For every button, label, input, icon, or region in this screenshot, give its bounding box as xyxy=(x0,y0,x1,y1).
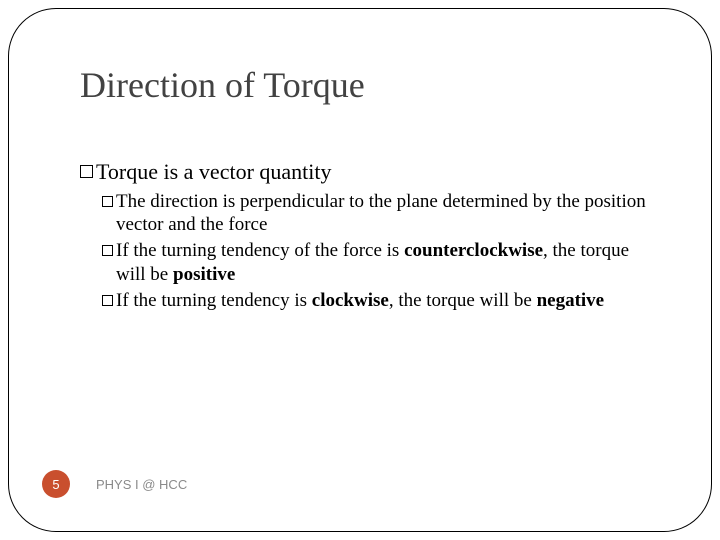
text-bold: clockwise xyxy=(312,290,389,311)
footer-label: PHYS I @ HCC xyxy=(96,477,187,492)
square-bullet-icon xyxy=(102,196,113,207)
bullet-level1: Torque is a vector quantity xyxy=(80,158,660,186)
bullet-text: The direction is perpendicular to the pl… xyxy=(116,190,660,238)
square-bullet-icon xyxy=(102,295,113,306)
bullet-level2: The direction is perpendicular to the pl… xyxy=(102,190,660,238)
bullet-text: If the turning tendency is clockwise, th… xyxy=(116,289,604,313)
text-bold: counterclockwise xyxy=(404,240,543,261)
square-bullet-icon xyxy=(80,165,93,178)
bullet-text: Torque is a vector quantity xyxy=(96,158,332,186)
square-bullet-icon xyxy=(102,245,113,256)
text-bold: negative xyxy=(537,290,605,311)
slide-content: Torque is a vector quantity The directio… xyxy=(80,158,660,314)
text-run: , the torque will be xyxy=(389,290,537,311)
text-run: If the turning tendency is xyxy=(116,290,312,311)
slide-footer: 5 PHYS I @ HCC xyxy=(42,470,187,498)
page-number-badge: 5 xyxy=(42,470,70,498)
slide: Direction of Torque Torque is a vector q… xyxy=(0,0,720,540)
text-run: If the turning tendency of the force is xyxy=(116,240,404,261)
page-number: 5 xyxy=(52,477,59,492)
bullet-text: If the turning tendency of the force is … xyxy=(116,239,660,287)
text-bold: positive xyxy=(173,264,235,285)
slide-title: Direction of Torque xyxy=(80,64,365,106)
bullet-level2: If the turning tendency of the force is … xyxy=(102,239,660,287)
bullet-level2: If the turning tendency is clockwise, th… xyxy=(102,289,660,313)
